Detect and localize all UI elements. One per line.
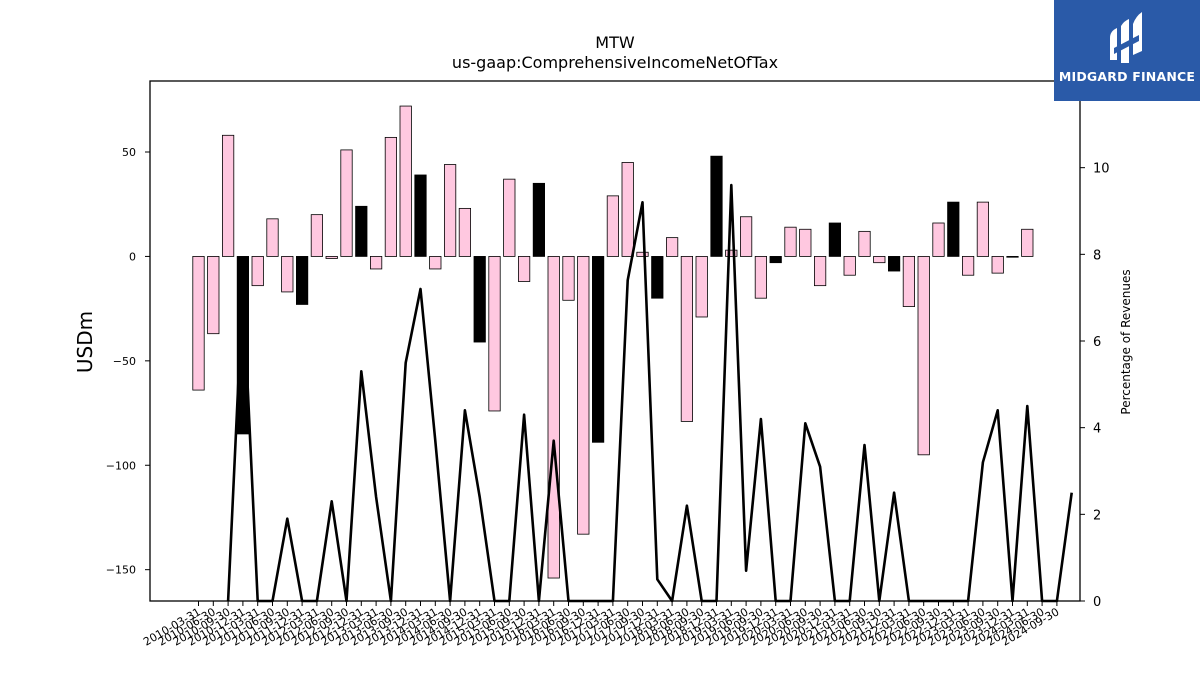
line-series xyxy=(226,183,1073,603)
bar xyxy=(814,256,827,287)
bar-series xyxy=(192,105,1034,579)
bar xyxy=(503,178,516,257)
bar xyxy=(369,256,383,270)
bar xyxy=(592,256,605,443)
bar xyxy=(532,182,546,257)
y-tick-label: 50 xyxy=(122,146,136,159)
bar xyxy=(340,149,353,257)
bar xyxy=(754,256,768,299)
bar xyxy=(695,256,708,318)
y-tick-label: −150 xyxy=(106,564,136,577)
bar xyxy=(399,105,412,257)
y2-tick-label: 4 xyxy=(1093,422,1101,437)
bar xyxy=(251,256,264,287)
bar xyxy=(621,162,634,257)
y2-axis-label: Percentage of Revenues xyxy=(1119,269,1133,414)
bar xyxy=(680,256,694,422)
bar xyxy=(266,218,279,257)
bar xyxy=(710,155,723,257)
bar xyxy=(858,230,871,257)
bar xyxy=(443,164,457,257)
bar xyxy=(962,256,975,276)
bar xyxy=(384,136,398,257)
bar xyxy=(917,256,930,456)
midgard-logo-icon xyxy=(1110,12,1142,63)
brand-logo: MIDGARD FINANCE xyxy=(1054,0,1200,101)
plot-frame xyxy=(149,80,1081,602)
bar xyxy=(355,205,368,257)
y-axis-label: USDm xyxy=(73,311,97,373)
brand-name: MIDGARD FINANCE xyxy=(1058,69,1196,84)
bar xyxy=(429,256,442,270)
bar xyxy=(207,256,220,335)
bar xyxy=(473,256,486,343)
bar xyxy=(562,256,575,301)
bar xyxy=(740,216,753,257)
bar xyxy=(947,201,960,257)
bar xyxy=(636,251,649,257)
bar xyxy=(651,256,664,299)
y2-tick-label: 10 xyxy=(1093,162,1110,177)
axes: −150−100−5005002468102010-03-312010-06-3… xyxy=(106,80,1110,649)
y-tick-label: −100 xyxy=(106,459,136,472)
bar xyxy=(236,256,249,435)
bar xyxy=(976,201,990,257)
bar xyxy=(1006,256,1019,258)
bar xyxy=(325,256,338,259)
y2-tick-label: 8 xyxy=(1093,248,1101,263)
bar xyxy=(221,134,235,257)
y2-tick-label: 2 xyxy=(1093,508,1101,523)
bar xyxy=(281,256,294,293)
bar xyxy=(192,256,205,391)
bar xyxy=(991,256,1004,274)
line-path xyxy=(226,183,1073,603)
bar xyxy=(769,256,782,264)
bar xyxy=(725,249,738,257)
chart-title: MTW xyxy=(595,33,635,52)
bar xyxy=(310,214,324,257)
bar xyxy=(518,256,531,282)
bar xyxy=(932,222,945,257)
bar xyxy=(547,256,560,579)
bar xyxy=(488,256,501,412)
bar xyxy=(843,256,856,276)
bar xyxy=(799,228,812,257)
bar xyxy=(414,174,427,257)
bar xyxy=(458,207,472,257)
y2-tick-label: 6 xyxy=(1093,335,1101,350)
bar xyxy=(606,195,620,257)
bar xyxy=(784,226,797,257)
bar xyxy=(666,237,679,257)
bar xyxy=(888,256,901,272)
y2-tick-label: 0 xyxy=(1093,595,1101,610)
chart-subtitle: us-gaap:ComprehensiveIncomeNetOfTax xyxy=(452,53,778,72)
bar xyxy=(828,222,842,257)
y-tick-label: −50 xyxy=(113,355,136,368)
bar xyxy=(295,256,309,305)
bar xyxy=(577,256,590,535)
bar xyxy=(1021,228,1034,257)
bar xyxy=(873,256,886,264)
y-tick-label: 0 xyxy=(129,250,136,263)
bar xyxy=(902,256,916,307)
